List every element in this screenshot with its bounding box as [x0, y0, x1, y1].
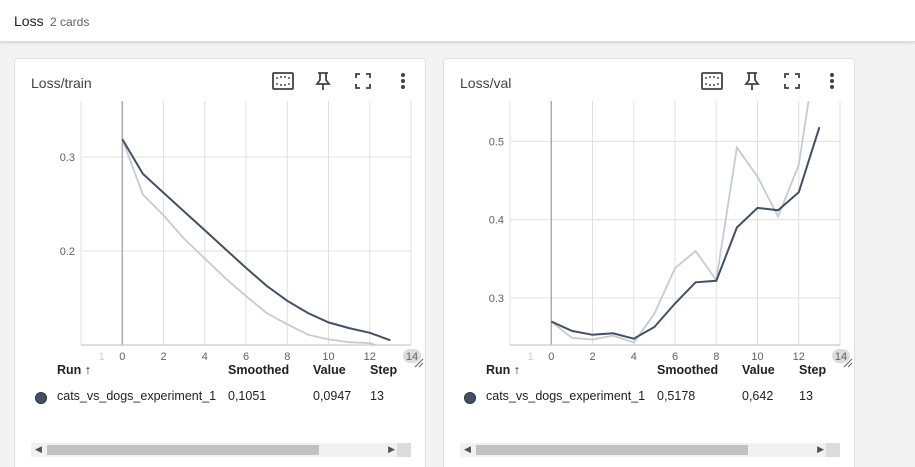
scalar-card-loss-train: Loss/train 0.3 0.2 1 0 2 4 6 8 10 12 14 Run ↑ Smoo…	[14, 58, 426, 467]
scalar-card-loss-val: Loss/val 0.5 0.4 0.3 1 0 2 4 6 8 10 12 14 Run ↑ Smo…	[443, 58, 855, 467]
x-tick-label: 12	[364, 351, 376, 363]
x-tick-label: 2	[589, 351, 595, 363]
x-tick-label: 6	[243, 351, 249, 363]
y-tick-label: 0.4	[489, 215, 504, 227]
x-tick-label: 10	[751, 351, 763, 363]
col-header-value[interactable]: Value	[313, 363, 346, 377]
col-header-step[interactable]: Step	[799, 363, 827, 377]
series-line-raw	[121, 138, 379, 345]
series-line-raw	[550, 101, 810, 344]
resize-grip-icon[interactable]	[826, 443, 840, 457]
raw-value: 0,0947	[313, 389, 352, 403]
col-header-run[interactable]: Run ↑	[57, 363, 92, 377]
x-tick-label: 8	[284, 351, 290, 363]
gridlines	[80, 101, 412, 346]
run-color-dot	[464, 392, 476, 404]
pin-icon[interactable]	[740, 69, 764, 93]
resize-grip-icon[interactable]	[397, 443, 411, 457]
card-title: Loss/train	[31, 75, 92, 91]
run-color-dot	[35, 392, 47, 404]
series-line-smoothed	[550, 126, 821, 340]
x-tick-label: 14	[835, 351, 847, 363]
horizontal-scrollbar[interactable]: ◀ ▶	[31, 443, 411, 457]
scroll-thumb[interactable]	[476, 445, 748, 455]
x-tick-label: 4	[631, 351, 637, 363]
line-chart[interactable]: 0.30.21 0 2 4 6 8 10 12 14	[15, 101, 426, 371]
smoothed-value: 0,1051	[228, 389, 267, 403]
scroll-left-icon[interactable]: ◀	[35, 444, 42, 454]
line-chart[interactable]: 0.50.40.31 0 2 4 6 8 10 12 14	[444, 101, 855, 371]
run-name: cats_vs_dogs_experiment_1	[486, 389, 646, 403]
x-tick-label: 6	[672, 351, 678, 363]
x-tick-label: 1	[528, 351, 534, 363]
x-tick-label: 10	[322, 351, 334, 363]
fullscreen-icon[interactable]	[351, 69, 375, 93]
col-header-smoothed[interactable]: Smoothed	[657, 363, 719, 377]
x-tick-label: 2	[160, 351, 166, 363]
x-tick-bubble	[403, 349, 421, 363]
fullscreen-icon[interactable]	[780, 69, 804, 93]
step-value: 13	[370, 389, 384, 403]
scroll-right-icon[interactable]: ▶	[388, 444, 395, 454]
fit-domain-icon[interactable]	[700, 69, 724, 93]
smoothed-value: 0,5178	[657, 389, 696, 403]
x-tick-label: 0	[548, 351, 554, 363]
scroll-thumb[interactable]	[47, 445, 319, 455]
card-count: 2 cards	[50, 15, 90, 29]
more-vert-icon[interactable]	[820, 69, 844, 93]
card-title: Loss/val	[460, 75, 512, 91]
horizontal-scrollbar[interactable]: ◀ ▶	[460, 443, 840, 457]
col-header-step[interactable]: Step	[370, 363, 398, 377]
chart-resize-icon[interactable]	[414, 358, 424, 368]
x-tick-label: 12	[793, 351, 805, 363]
more-vert-icon[interactable]	[391, 69, 415, 93]
chart-resize-icon[interactable]	[843, 358, 853, 368]
pin-icon[interactable]	[311, 69, 335, 93]
run-name: cats_vs_dogs_experiment_1	[57, 389, 217, 403]
col-header-value[interactable]: Value	[742, 363, 775, 377]
x-tick-label: 14	[406, 351, 418, 363]
y-tick-label: 0.3	[489, 293, 504, 305]
y-tick-label: 0.5	[489, 136, 504, 148]
step-value: 13	[799, 389, 813, 403]
x-tick-label: 0	[119, 351, 125, 363]
x-tick-label: 4	[202, 351, 208, 363]
x-tick-label: 8	[713, 351, 719, 363]
y-tick-label: 0.3	[60, 152, 75, 164]
col-header-run[interactable]: Run ↑	[486, 363, 521, 377]
fit-domain-icon[interactable]	[271, 69, 295, 93]
series-line-smoothed	[121, 138, 391, 342]
scroll-right-icon[interactable]: ▶	[817, 444, 824, 454]
gridlines	[509, 101, 841, 345]
x-tick-label: 1	[99, 351, 105, 363]
scroll-left-icon[interactable]: ◀	[464, 444, 471, 454]
raw-value: 0,642	[742, 389, 774, 403]
col-header-smoothed[interactable]: Smoothed	[228, 363, 290, 377]
section-header: Loss 2 cards	[0, 0, 915, 42]
section-title: Loss	[14, 13, 44, 29]
y-tick-label: 0.2	[60, 246, 75, 258]
x-tick-bubble	[832, 349, 850, 363]
